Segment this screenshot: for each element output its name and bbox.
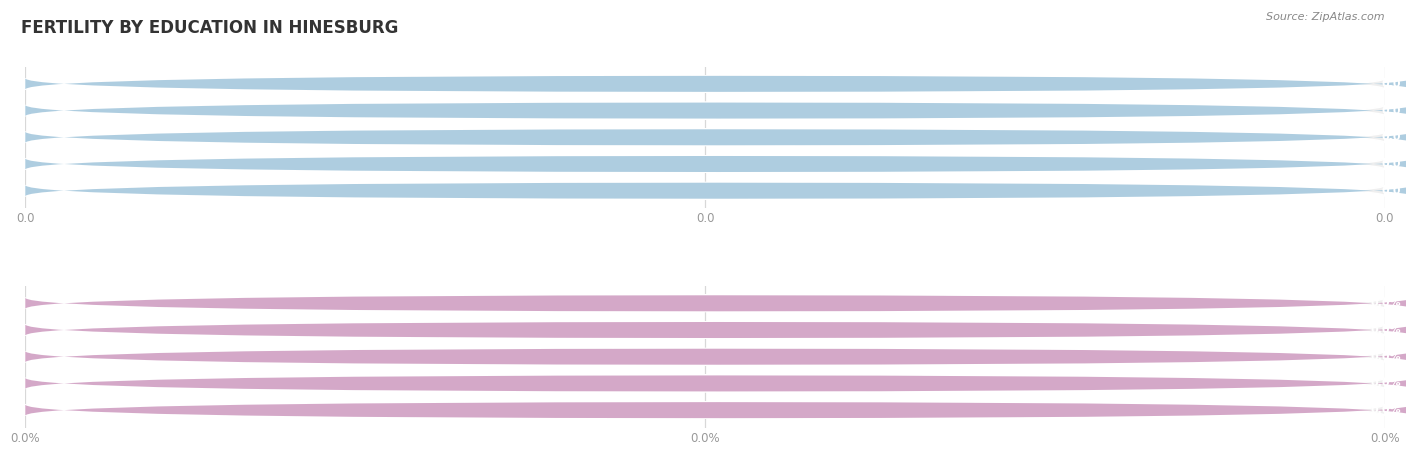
FancyBboxPatch shape <box>25 402 1406 418</box>
FancyBboxPatch shape <box>25 156 1385 172</box>
Text: 0.0: 0.0 <box>1382 186 1402 196</box>
FancyBboxPatch shape <box>25 76 1385 92</box>
FancyBboxPatch shape <box>25 322 1385 338</box>
FancyBboxPatch shape <box>25 375 1406 391</box>
FancyBboxPatch shape <box>25 402 1385 418</box>
Text: 0.0: 0.0 <box>1382 132 1402 142</box>
Text: 0.0%: 0.0% <box>1371 379 1402 389</box>
FancyBboxPatch shape <box>25 129 1406 145</box>
FancyBboxPatch shape <box>25 375 1385 391</box>
FancyBboxPatch shape <box>25 103 1406 119</box>
FancyBboxPatch shape <box>25 129 1385 145</box>
FancyBboxPatch shape <box>25 156 1406 172</box>
FancyBboxPatch shape <box>25 349 1406 365</box>
Text: 0.0: 0.0 <box>1382 79 1402 89</box>
Text: 0.0%: 0.0% <box>1371 298 1402 308</box>
Text: 0.0: 0.0 <box>1382 159 1402 169</box>
FancyBboxPatch shape <box>25 103 1385 119</box>
FancyBboxPatch shape <box>25 322 1406 338</box>
FancyBboxPatch shape <box>25 295 1385 311</box>
FancyBboxPatch shape <box>25 295 1406 311</box>
Text: Source: ZipAtlas.com: Source: ZipAtlas.com <box>1267 12 1385 22</box>
FancyBboxPatch shape <box>25 183 1406 199</box>
Text: 0.0%: 0.0% <box>1371 325 1402 335</box>
Text: 0.0%: 0.0% <box>1371 352 1402 362</box>
Text: 0.0: 0.0 <box>1382 105 1402 115</box>
Text: FERTILITY BY EDUCATION IN HINESBURG: FERTILITY BY EDUCATION IN HINESBURG <box>21 19 398 37</box>
FancyBboxPatch shape <box>25 183 1385 199</box>
FancyBboxPatch shape <box>25 349 1385 365</box>
FancyBboxPatch shape <box>25 76 1406 92</box>
Text: 0.0%: 0.0% <box>1371 405 1402 415</box>
